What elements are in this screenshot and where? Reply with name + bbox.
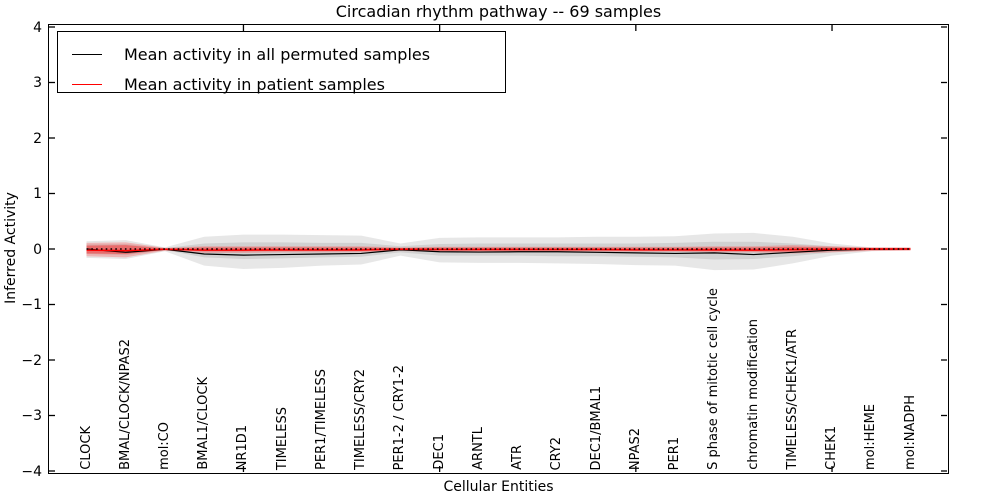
category-label: DEC1/BMAL1 xyxy=(588,385,604,471)
category-label: PER1 xyxy=(667,436,683,470)
category-label: PER1/TIMELESS xyxy=(313,369,329,470)
y-tick-label: 3 xyxy=(33,75,42,91)
category-label: ATR xyxy=(510,445,526,470)
category-label: TIMELESS/CRY2 xyxy=(353,368,369,470)
y-tick-label: 4 xyxy=(33,19,42,36)
legend: Mean activity in all permuted samples Me… xyxy=(57,31,506,94)
x-axis-label: Cellular Entities xyxy=(443,479,554,495)
y-tick-label: −2 xyxy=(21,352,42,369)
plot-area: CLOCK BMAL/CLOCK/NPAS2 mol:CO BMAL1/CLOCK NR… xyxy=(48,24,949,474)
y-tick-label: −4 xyxy=(21,463,42,480)
y-tick-label: 0 xyxy=(33,241,42,258)
y-tick-label: −1 xyxy=(21,297,42,313)
y-tick-label: −3 xyxy=(21,408,42,424)
patient-line-swatch xyxy=(72,83,102,85)
legend-label: Mean activity in all permuted samples xyxy=(124,44,431,64)
legend-entry-permuted: Mean activity in all permuted samples xyxy=(58,39,505,69)
y-tick-label: 1 xyxy=(33,186,42,202)
permuted-line-swatch xyxy=(72,53,102,55)
category-label: CRY2 xyxy=(549,436,565,471)
category-label: NPAS2 xyxy=(627,427,643,470)
legend-entry-patient: Mean activity in patient samples xyxy=(58,69,505,99)
category-label: CHEK1 xyxy=(824,426,840,470)
band-permuted-range-inner xyxy=(86,241,911,260)
category-label: BMAL/CLOCK/NPAS2 xyxy=(117,339,133,470)
category-label: TIMELESS/CHEK1/ATR xyxy=(784,329,800,470)
legend-label: Mean activity in patient samples xyxy=(124,74,385,94)
category-label: PER1-2 / CRY1-2 xyxy=(392,364,408,470)
category-label: mol:HEME xyxy=(863,403,879,470)
category-label: mol:CO xyxy=(156,422,172,470)
category-label: CLOCK xyxy=(78,426,94,470)
chart-title: Circadian rhythm pathway -- 69 samples xyxy=(335,2,662,21)
category-label: DEC1 xyxy=(431,434,447,470)
y-tick-label: 2 xyxy=(33,130,42,147)
category-label: NR1D1 xyxy=(235,424,251,470)
category-label: S phase of mitotic cell cycle xyxy=(706,288,722,470)
category-label: mol:NADPH xyxy=(902,395,918,470)
plot-svg xyxy=(49,25,947,472)
line-mean-patient xyxy=(86,248,911,252)
category-label: BMAL1/CLOCK xyxy=(196,377,212,470)
category-label: TIMELESS xyxy=(274,406,290,470)
category-label: chromatin modification xyxy=(745,319,761,470)
category-label: ARNTL xyxy=(470,427,486,470)
line-mean-permuted xyxy=(86,248,911,256)
